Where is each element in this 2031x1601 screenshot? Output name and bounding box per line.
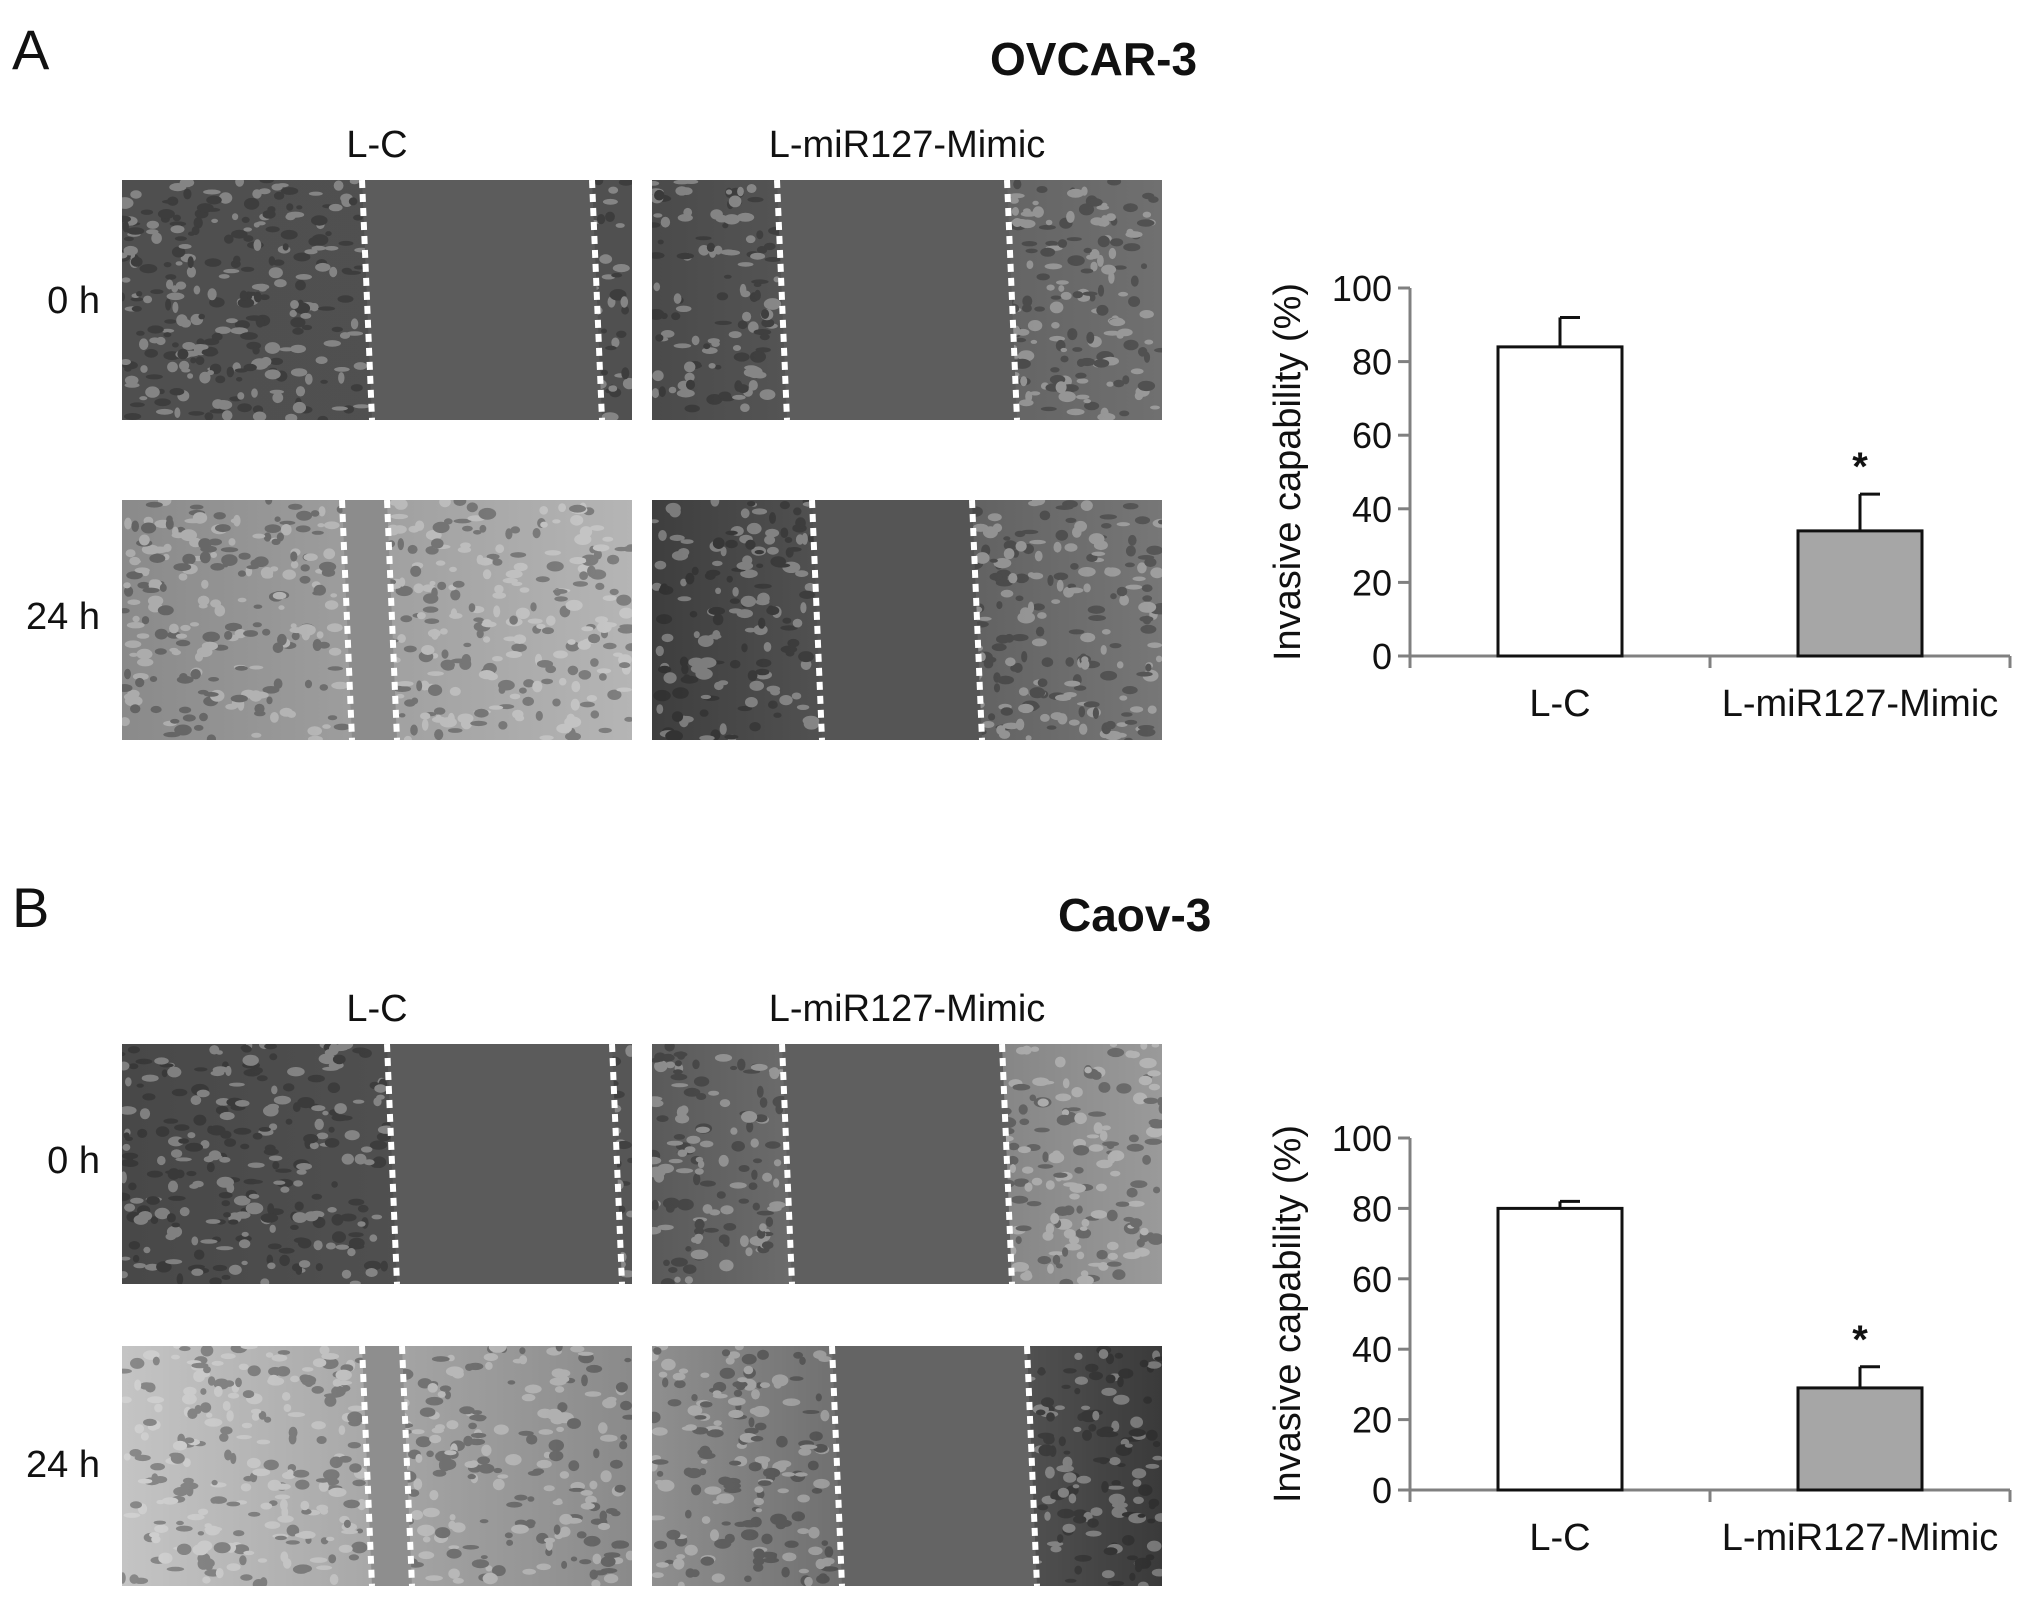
- panel-a-micrograph-mimic-24h: [652, 500, 1162, 740]
- panel-a-bar-chart: 0 20 40 60 80 100 L-C L-miR127-Mimic * Invasive c…: [1267, 268, 2030, 760]
- panel-a-row-label-24h: 24 h: [26, 596, 100, 638]
- panel-a-y-tick-label: 60: [1352, 415, 1392, 456]
- panel-a-category-label: L-C: [1529, 683, 1590, 725]
- panel-a-cell-line-title: OVCAR-3: [990, 33, 1198, 85]
- panel-b-micrograph-control-24h: [122, 1346, 632, 1586]
- panel-a-micrograph-control-24h: [122, 500, 632, 740]
- panel-b-y-tick-label: 80: [1352, 1188, 1392, 1229]
- panel-a-y-tick-label: 40: [1352, 489, 1392, 530]
- panel-b-category-label: L-C: [1529, 1517, 1590, 1559]
- panel-a-y-tick-label: 80: [1352, 342, 1392, 383]
- panel-b-micrograph-mimic-0h: [652, 1044, 1162, 1284]
- panel-b-y-tick-label: 60: [1352, 1259, 1392, 1300]
- panel-a-letter: A: [12, 18, 50, 81]
- panel-a-micrograph-mimic-0h: [652, 180, 1162, 420]
- panel-a-y-tick-label: 0: [1372, 636, 1392, 677]
- micrograph-image: [652, 500, 1162, 740]
- micrograph-image: [652, 1346, 1162, 1586]
- micrograph-image: [122, 1346, 632, 1586]
- micrograph-image: [122, 500, 632, 740]
- panel-a-y-tick-label: 100: [1332, 270, 1392, 309]
- panel-b-row-label-24h: 24 h: [26, 1444, 100, 1486]
- panel-b-column-label-mimic: L-miR127-Mimic: [768, 988, 1046, 1030]
- panel-a-chart-svg: 0 20 40 60 80 100 L-C L-miR127-Mimic * Invasive c…: [1267, 268, 2012, 725]
- panel-b-micrograph-control-0h: [122, 1044, 632, 1284]
- panel-b-y-tick-label: 100: [1332, 1120, 1392, 1159]
- panel-b-y-tick-label: 20: [1352, 1400, 1392, 1441]
- panel-a-column-label-mimic: L-miR127-Mimic: [768, 124, 1046, 166]
- panel-b-cell-line-title: Caov-3: [1058, 889, 1212, 941]
- panel-b-row-label-0h: 0 h: [47, 1140, 100, 1182]
- panel-b-bar-1: [1796, 1386, 1924, 1492]
- panel-b-micrograph-mimic-24h: [652, 1346, 1162, 1586]
- micrograph-image: [652, 180, 1162, 420]
- panel-a-bar-0: [1496, 345, 1624, 658]
- panel-a-micrograph-control-0h: [122, 180, 632, 420]
- panel-b-y-axis-label: Invasive capability (%): [1270, 1125, 1309, 1503]
- panel-a-row-label-0h: 0 h: [47, 280, 100, 322]
- panel-b-letter: B: [12, 876, 50, 939]
- panel-b-category-label: L-miR127-Mimic: [1722, 1517, 1999, 1559]
- micrograph-image: [652, 1044, 1162, 1284]
- panel-a-y-tick-label: 20: [1352, 562, 1392, 603]
- panel-b-bar-chart: 0 20 40 60 80 100 L-C L-miR127-Mimic * Invasive c…: [1267, 1118, 2030, 1596]
- panel-b-y-tick-label: 40: [1352, 1329, 1392, 1370]
- panel-b-significance-marker: *: [1852, 1318, 1868, 1362]
- panel-a-y-axis-label: Invasive capability (%): [1270, 283, 1309, 661]
- panel-a-bar-1: [1796, 529, 1924, 658]
- panel-b-chart-svg: 0 20 40 60 80 100 L-C L-miR127-Mimic * Invasive c…: [1267, 1118, 2012, 1559]
- panel-b-column-label-control: L-C: [346, 988, 408, 1030]
- panel-b-bar-0: [1496, 1206, 1624, 1492]
- micrograph-image: [122, 180, 632, 420]
- micrograph-image: [122, 1044, 632, 1284]
- panel-a-category-label: L-miR127-Mimic: [1722, 683, 1999, 725]
- panel-a-significance-marker: *: [1852, 445, 1868, 489]
- panel-b-y-tick-label: 0: [1372, 1470, 1392, 1511]
- panel-a-column-label-control: L-C: [346, 124, 408, 166]
